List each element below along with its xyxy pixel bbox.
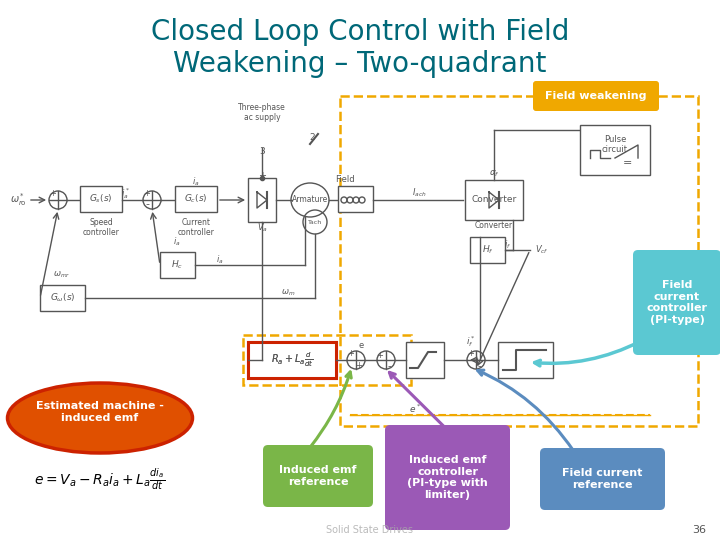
Text: $R_a+L_a\frac{d}{dt}$: $R_a+L_a\frac{d}{dt}$ [271,351,313,369]
Text: Solid State Drives: Solid State Drives [326,525,413,535]
FancyBboxPatch shape [175,186,217,212]
Text: $\omega_{mr}$: $\omega_{mr}$ [53,270,71,280]
Text: $e^*$: $e^*$ [409,403,421,415]
Text: Speed
controller: Speed controller [83,218,120,238]
FancyBboxPatch shape [248,342,336,378]
FancyBboxPatch shape [540,448,665,510]
FancyBboxPatch shape [580,125,650,175]
Text: Field current
reference: Field current reference [562,468,643,490]
FancyBboxPatch shape [40,285,85,311]
Text: $e=V_a-R_a i_a+L_a\frac{di_a}{dt}$: $e=V_a-R_a i_a+L_a\frac{di_a}{dt}$ [35,467,166,493]
FancyBboxPatch shape [470,237,505,263]
Text: $V_a$: $V_a$ [256,222,267,234]
Text: Converter: Converter [472,195,517,205]
Text: +: + [143,190,150,199]
Text: Tach: Tach [308,219,322,225]
Ellipse shape [7,383,192,453]
Text: $i_f^*$: $i_f^*$ [467,335,476,349]
FancyBboxPatch shape [406,342,444,378]
FancyBboxPatch shape [263,445,373,507]
Text: +: + [50,190,56,199]
Text: Three-phase
ac supply: Three-phase ac supply [238,103,286,122]
Text: 36: 36 [692,525,706,535]
Text: $H_f$: $H_f$ [482,244,493,256]
Text: $G_\omega(s)$: $G_\omega(s)$ [50,292,75,304]
Text: $i_a$: $i_a$ [174,236,181,248]
Text: $\omega_m$: $\omega_m$ [281,288,295,298]
Text: +: + [377,350,384,360]
Text: $i_a$: $i_a$ [216,254,224,266]
Text: $G_c(s)$: $G_c(s)$ [184,193,208,205]
Text: +: + [467,349,474,359]
Text: +: + [356,361,362,370]
Text: $i_a^*$: $i_a^*$ [120,186,130,201]
Text: $V_{cf}$: $V_{cf}$ [535,244,549,256]
Text: $I_{ach}$: $I_{ach}$ [412,187,426,199]
Text: $i_f$: $i_f$ [505,239,512,251]
Text: $i_a$: $i_a$ [192,176,199,188]
Text: Induced emf
reference: Induced emf reference [279,465,356,487]
FancyBboxPatch shape [248,178,276,222]
Text: $H_c$: $H_c$ [171,259,184,271]
Text: $R_a+L_a\frac{d}{dt}$: $R_a+L_a\frac{d}{dt}$ [271,351,313,369]
FancyBboxPatch shape [80,186,122,212]
FancyBboxPatch shape [533,81,659,111]
Text: Current
controller: Current controller [178,218,215,238]
FancyBboxPatch shape [160,252,195,278]
Text: -: - [387,361,391,371]
Text: 2: 2 [309,133,315,143]
Text: 3: 3 [259,147,265,157]
FancyBboxPatch shape [248,342,336,378]
Text: -: - [477,361,481,371]
Text: =: = [622,158,631,168]
Text: $G_s(s)$: $G_s(s)$ [89,193,113,205]
Text: +: + [258,171,266,181]
Text: Field weakening: Field weakening [545,91,647,101]
FancyBboxPatch shape [633,250,720,355]
Text: Closed Loop Control with Field: Closed Loop Control with Field [150,18,570,46]
FancyBboxPatch shape [465,180,523,220]
FancyBboxPatch shape [498,342,553,378]
Text: +: + [348,349,354,359]
FancyBboxPatch shape [338,186,373,212]
FancyBboxPatch shape [385,425,510,530]
Text: Field: Field [336,176,355,185]
Text: Weakening – Two-quadrant: Weakening – Two-quadrant [174,50,546,78]
Text: Field
current
controller
(PI-type): Field current controller (PI-type) [647,280,708,325]
Text: Induced emf
controller
(PI-type with
limiter): Induced emf controller (PI-type with lim… [407,455,488,500]
Text: o: o [21,200,25,206]
Text: Estimated machine -
induced emf: Estimated machine - induced emf [36,401,164,423]
Text: Converter: Converter [475,221,513,231]
Text: e: e [359,341,364,350]
Text: Armature: Armature [292,195,328,205]
Text: $\omega_r^*$: $\omega_r^*$ [10,192,25,208]
Text: Pulse
circuit: Pulse circuit [602,135,628,154]
Text: $\alpha_f$: $\alpha_f$ [488,168,500,179]
Text: -: - [145,199,149,209]
